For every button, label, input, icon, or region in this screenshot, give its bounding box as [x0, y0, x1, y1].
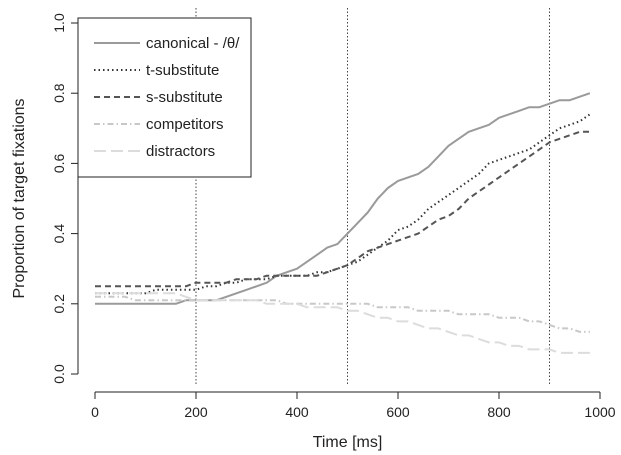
legend-label: s-substitute — [146, 89, 223, 106]
series-line — [95, 92, 591, 305]
x-tick-label: 600 — [386, 404, 410, 420]
x-axis-label: Time [ms] — [313, 434, 383, 451]
legend: canonical - /θ/t-substitute s-substitute c… — [77, 17, 252, 178]
series-line — [95, 295, 590, 333]
series-line — [95, 130, 590, 288]
y-tick-label: 0.2 — [51, 294, 67, 314]
legend-label: competitors — [146, 116, 224, 133]
x-tick-label: 400 — [285, 404, 309, 420]
y-axis-label: Proportion of target fixations — [11, 98, 28, 298]
y-tick-label: 1.0 — [51, 13, 67, 33]
x-tick-label: 1000 — [584, 404, 615, 420]
x-tick-label: 800 — [487, 404, 511, 420]
axes: 0 200 400 600 800 1000 0.0 0.2 0.4 0.6 0.8 1.0 Tim… — [11, 13, 616, 451]
legend-items: canonical - /θ/t-substitute s-substitute c… — [94, 35, 240, 160]
x-tick-label: 0 — [91, 404, 99, 420]
y-tick-label: 0.6 — [51, 153, 67, 173]
legend-label: distractors — [146, 143, 215, 160]
y-axis-ticks: 0.0 0.2 0.4 0.6 0.8 1.0 — [51, 13, 78, 384]
legend-label: t-substitute — [146, 62, 219, 79]
legend-label: canonical - /θ/ — [146, 35, 240, 52]
x-axis-ticks: 0 200 400 600 800 1000 — [91, 392, 616, 420]
y-tick-label: 0.0 — [51, 364, 67, 384]
x-tick-label: 200 — [184, 404, 208, 420]
y-tick-label: 0.8 — [51, 83, 67, 103]
series-layer — [95, 92, 591, 354]
y-tick-label: 0.4 — [51, 224, 67, 244]
series-line — [95, 292, 590, 354]
